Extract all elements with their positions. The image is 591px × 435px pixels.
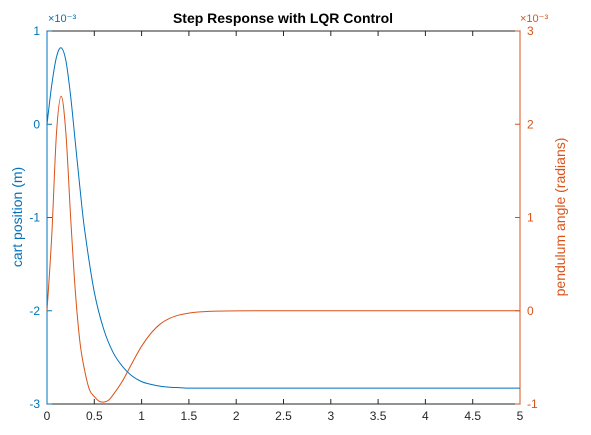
left-axis-ticks: -3 -2 -1 0 1: [29, 24, 52, 411]
cart-position-series-line: [46, 47, 520, 389]
x-tick-label: 1: [138, 409, 145, 423]
left-tick-label: -3: [29, 397, 40, 411]
x-tick-label: 2: [233, 409, 240, 423]
left-tick-label: 1: [33, 24, 40, 38]
right-axis-multiplier: ×10⁻³: [520, 13, 548, 25]
x-tick-label: 1.5: [181, 409, 198, 423]
x-tick-label: 0: [44, 409, 51, 423]
x-axis-ticks: 0 0.5 1 1.5 2 2.5 3 3.5 4 4.5 5: [44, 31, 524, 423]
right-tick-label: 1: [527, 211, 534, 225]
left-tick-label: 0: [33, 117, 40, 131]
right-tick-label: 3: [527, 24, 534, 38]
left-axis-label: cart position (m): [9, 167, 25, 267]
x-tick-label: 3.5: [370, 409, 387, 423]
right-tick-label: 0: [527, 304, 534, 318]
x-tick-label: 4: [422, 409, 429, 423]
left-tick-label: -2: [29, 304, 40, 318]
right-axis-ticks: -1 0 1 2 3: [515, 24, 538, 411]
right-tick-label: -1: [527, 397, 538, 411]
left-tick-label: -1: [29, 211, 40, 225]
x-tick-label: 4.5: [464, 409, 481, 423]
x-tick-label: 3: [327, 409, 334, 423]
plot-area: [46, 30, 521, 405]
right-tick-label: 2: [527, 117, 534, 131]
series-layer: [46, 47, 520, 403]
x-tick-label: 2.5: [275, 409, 292, 423]
x-tick-label: 5: [517, 409, 524, 423]
pendulum-angle-series-line: [46, 95, 520, 403]
chart-title: Step Response with LQR Control: [173, 10, 393, 26]
right-axis-label: pendulum angle (radians): [552, 138, 568, 297]
left-axis-multiplier: ×10⁻³: [48, 13, 76, 25]
x-tick-label: 0.5: [86, 409, 103, 423]
